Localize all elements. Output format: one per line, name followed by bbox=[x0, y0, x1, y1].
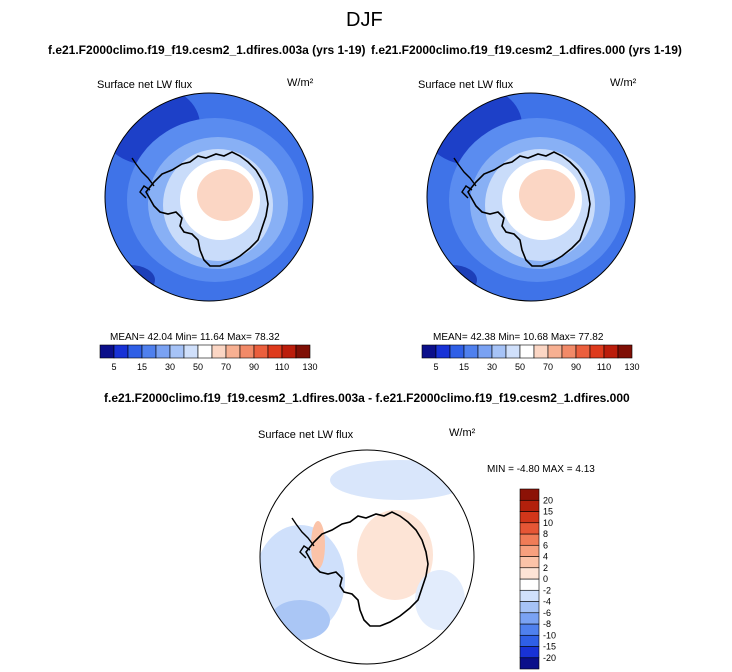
colorbar1-tick-label: 130 bbox=[302, 362, 317, 372]
panel3-stats: MIN = -4.80 MAX = 4.13 bbox=[487, 464, 595, 475]
colorbar2-tick-label: 110 bbox=[597, 362, 611, 372]
colorbar1-box bbox=[113, 344, 129, 359]
colorbar3-box bbox=[519, 589, 540, 602]
colorbar3-tick-label: 8 bbox=[543, 529, 548, 539]
colorbar2-tick-label: 30 bbox=[487, 362, 497, 372]
colorbar2-tick-label: 5 bbox=[433, 362, 438, 372]
panel-header-left: f.e21.F2000climo.f19_f19.cesm2_1.dfires.… bbox=[48, 43, 366, 57]
colorbar3-tick-label: -2 bbox=[543, 585, 551, 595]
colorbar3-tick-label: -4 bbox=[543, 597, 551, 607]
colorbar1-tick-label: 50 bbox=[193, 362, 203, 372]
colorbar3-tick-label: -8 bbox=[543, 619, 551, 629]
colorbar1-box bbox=[183, 344, 199, 359]
colorbar3-tick-label: 10 bbox=[543, 518, 553, 528]
panel3-variable-label: Surface net LW flux bbox=[258, 429, 354, 441]
colorbar1-tick-label: 15 bbox=[137, 362, 147, 372]
colorbar3-box bbox=[519, 578, 540, 591]
colorbar1-box bbox=[127, 344, 143, 359]
colorbar1-tick-label: 30 bbox=[165, 362, 175, 372]
colorbar3-box bbox=[519, 567, 540, 580]
colorbar2-box bbox=[477, 344, 493, 359]
colorbar1-box bbox=[169, 344, 185, 359]
panel2-units-label: W/m² bbox=[610, 77, 637, 89]
colorbar3-box bbox=[519, 601, 540, 614]
colorbar3-box bbox=[519, 657, 540, 670]
panel-header-right: f.e21.F2000climo.f19_f19.cesm2_1.dfires.… bbox=[371, 43, 682, 57]
colorbar1-tick-label: 70 bbox=[221, 362, 231, 372]
colorbar1-box bbox=[239, 344, 255, 359]
page-title: DJF bbox=[346, 9, 383, 31]
colorbar2-box bbox=[435, 344, 451, 359]
panel3-map bbox=[259, 449, 475, 665]
colorbar3-box bbox=[519, 488, 540, 501]
colorbar2-box bbox=[519, 344, 535, 359]
colorbar2-box bbox=[505, 344, 521, 359]
colorbar3-box bbox=[519, 623, 540, 636]
panel2-stats: MEAN= 42.38 Min= 10.68 Max= 77.82 bbox=[433, 332, 604, 343]
colorbar2-box bbox=[589, 344, 605, 359]
colorbar1-box bbox=[141, 344, 157, 359]
colorbar3-tick-label: 6 bbox=[543, 540, 548, 550]
colorbar2-tick-label: 50 bbox=[515, 362, 525, 372]
colorbar3-box bbox=[519, 612, 540, 625]
colorbar3-box bbox=[519, 634, 540, 647]
colorbar3-box bbox=[519, 556, 540, 569]
colorbar1-tick-label: 90 bbox=[249, 362, 259, 372]
colorbar2-box bbox=[547, 344, 563, 359]
colorbar1-box bbox=[295, 344, 311, 359]
colorbar3-box bbox=[519, 511, 540, 524]
panel2-map bbox=[426, 92, 636, 302]
panel1-map bbox=[104, 92, 314, 302]
colorbar3-tick-label: -15 bbox=[543, 642, 556, 652]
colorbar2-box bbox=[449, 344, 465, 359]
colorbar3-tick-label: 4 bbox=[543, 552, 548, 562]
colorbar3-tick-label: -20 bbox=[543, 653, 556, 663]
colorbar3-tick-label: 15 bbox=[543, 507, 553, 517]
colorbar2-tick-label: 130 bbox=[624, 362, 639, 372]
colorbar3-box bbox=[519, 499, 540, 512]
panel1-stats: MEAN= 42.04 Min= 11.64 Max= 78.32 bbox=[110, 332, 280, 343]
colorbar3-box bbox=[519, 522, 540, 535]
colorbar2-box bbox=[463, 344, 479, 359]
colorbar2-tick-label: 15 bbox=[459, 362, 469, 372]
colorbar2-box bbox=[603, 344, 619, 359]
panel1-units-label: W/m² bbox=[287, 77, 314, 89]
panel3-units-label: W/m² bbox=[449, 427, 476, 439]
colorbar1-box bbox=[253, 344, 269, 359]
diff-panel-header: f.e21.F2000climo.f19_f19.cesm2_1.dfires.… bbox=[104, 391, 630, 405]
colorbar2-tick-label: 70 bbox=[543, 362, 553, 372]
panel1-variable-label: Surface net LW flux bbox=[97, 79, 193, 91]
colorbar2-box bbox=[421, 344, 437, 359]
colorbar2-box bbox=[491, 344, 507, 359]
colorbar1-box bbox=[267, 344, 283, 359]
colorbar3-tick-label: 0 bbox=[543, 574, 548, 584]
colorbar3-box bbox=[519, 533, 540, 546]
colorbar3-box bbox=[519, 646, 540, 659]
colorbar1-box bbox=[211, 344, 227, 359]
colorbar3-tick-label: -6 bbox=[543, 608, 551, 618]
colorbar1-tick-label: 5 bbox=[111, 362, 116, 372]
panel2-variable-label: Surface net LW flux bbox=[418, 79, 514, 91]
colorbar3-box bbox=[519, 544, 540, 557]
colorbar1-box bbox=[225, 344, 241, 359]
colorbar1-box bbox=[281, 344, 297, 359]
colorbar3-tick-label: 2 bbox=[543, 563, 548, 573]
colorbar1-box bbox=[197, 344, 213, 359]
colorbar2-tick-label: 90 bbox=[571, 362, 581, 372]
colorbar2-box bbox=[575, 344, 591, 359]
colorbar1-box bbox=[155, 344, 171, 359]
colorbar3-tick-label: 20 bbox=[543, 495, 553, 505]
colorbar2-box bbox=[617, 344, 633, 359]
colorbar2-box bbox=[533, 344, 549, 359]
colorbar3-tick-label: -10 bbox=[543, 630, 556, 640]
colorbar1-box bbox=[99, 344, 115, 359]
colorbar2-box bbox=[561, 344, 577, 359]
colorbar1-tick-label: 110 bbox=[275, 362, 289, 372]
